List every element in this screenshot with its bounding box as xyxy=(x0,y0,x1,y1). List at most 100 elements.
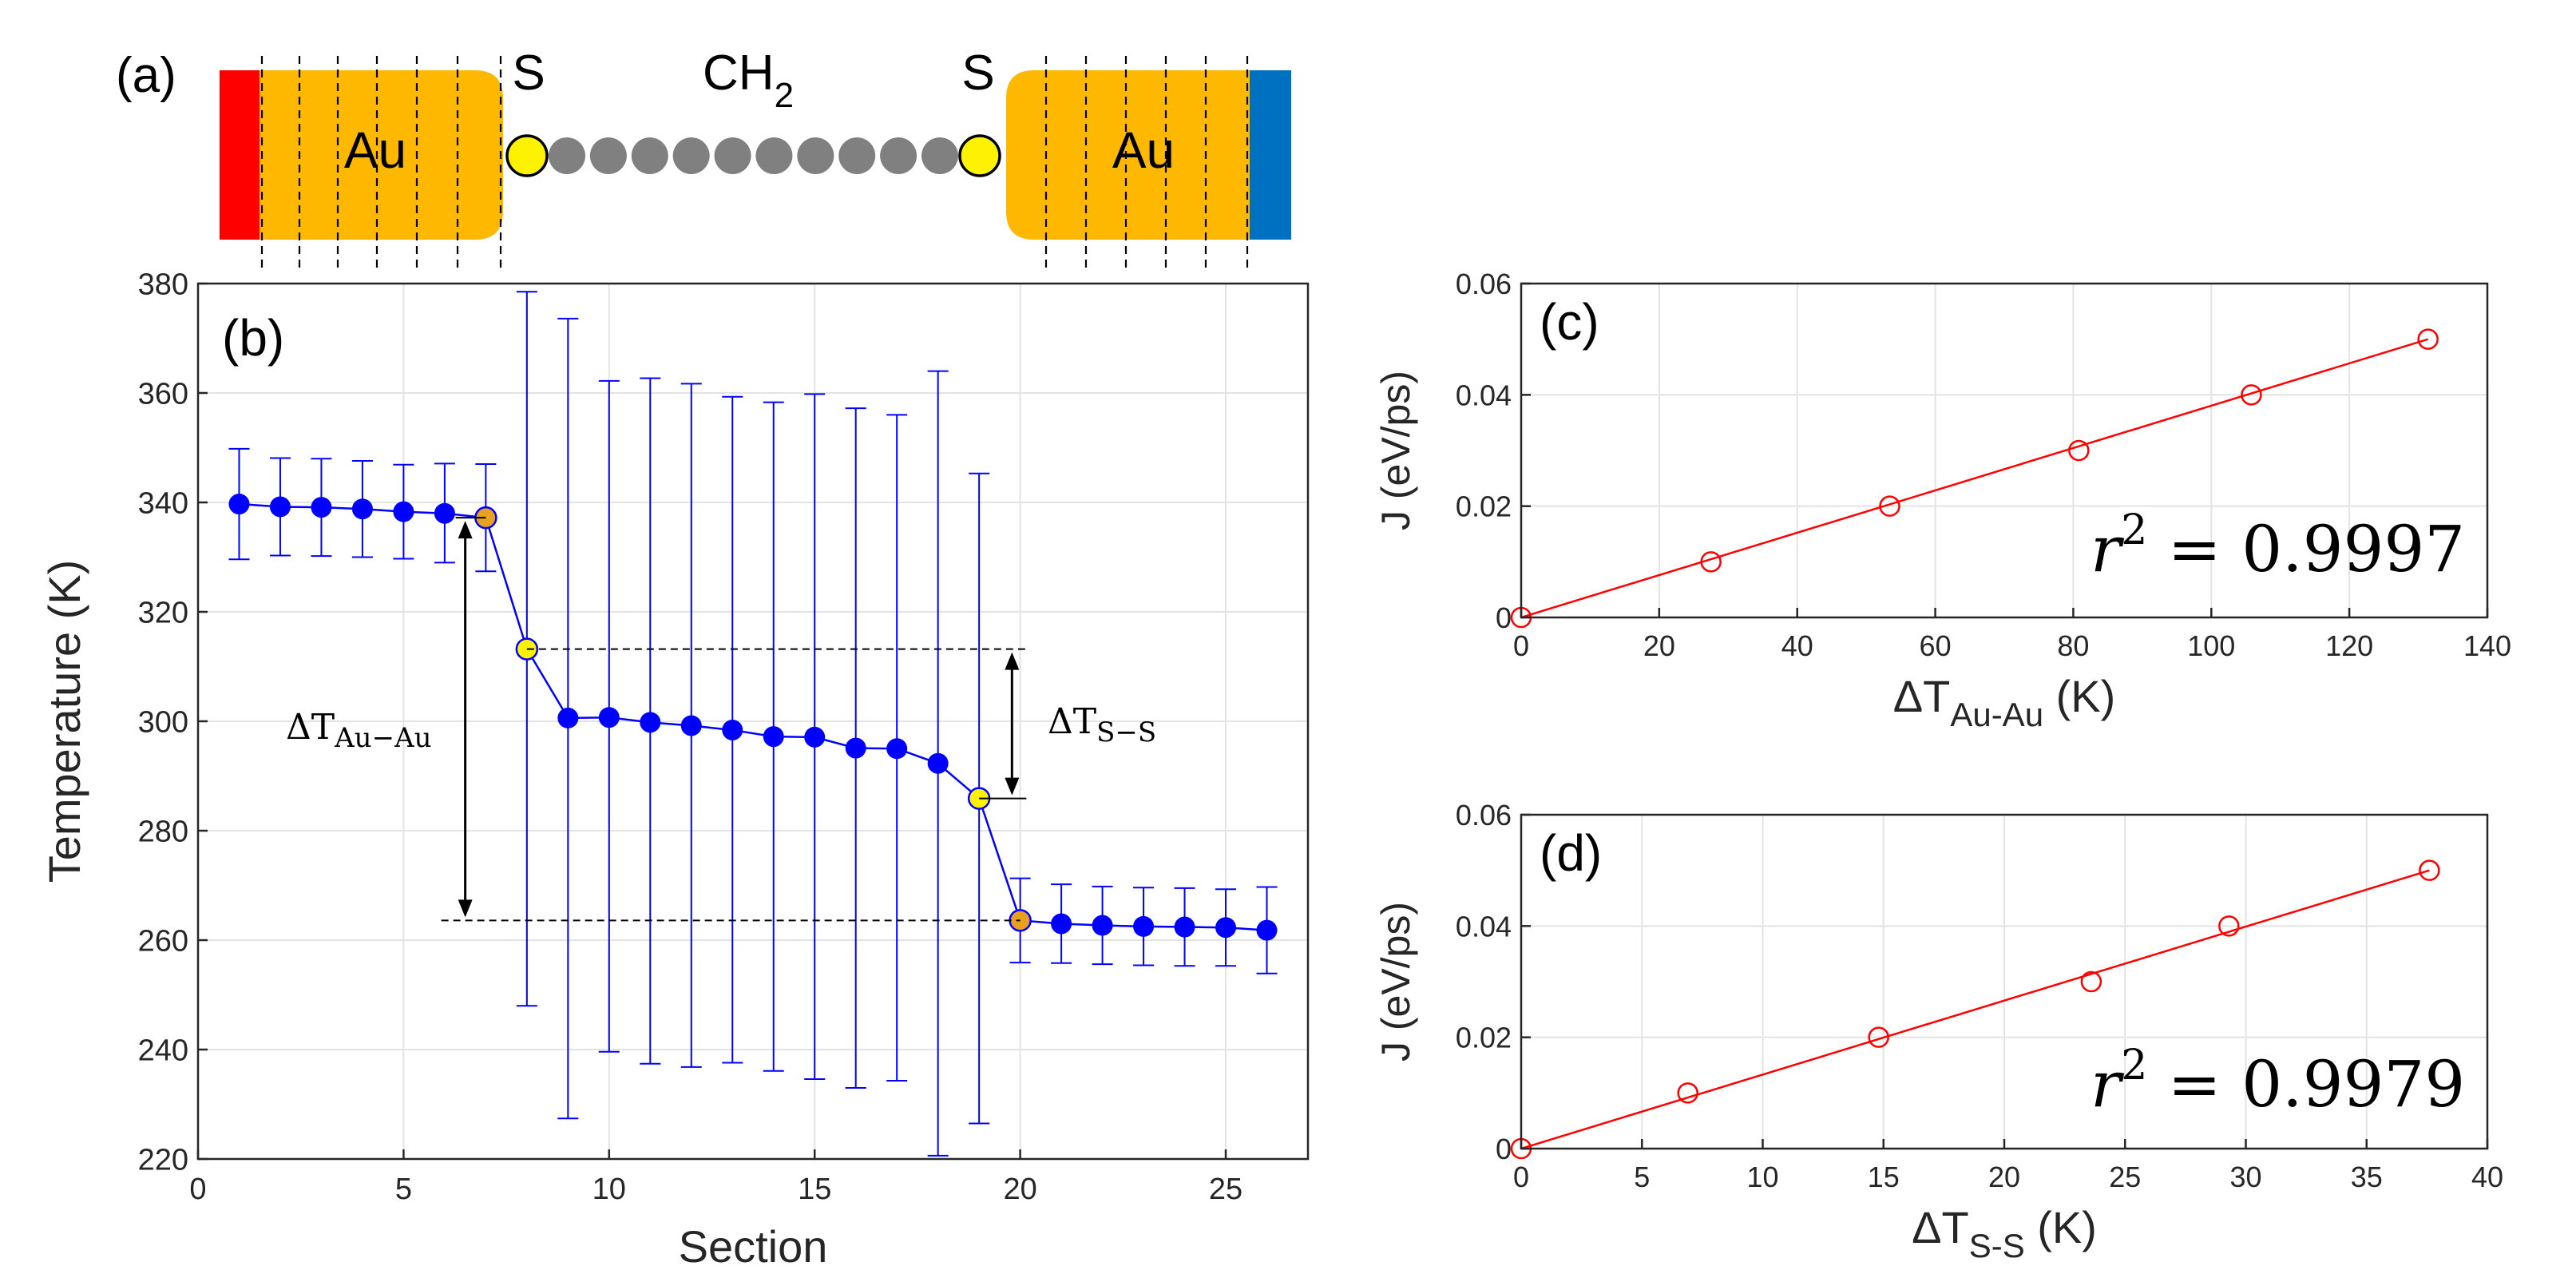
data-point xyxy=(763,726,784,748)
carbon-bead xyxy=(631,137,668,174)
carbon-bead xyxy=(672,137,710,174)
data-point xyxy=(804,726,826,748)
flux-vs-delta-t-au-chart: 0 20 40 60 80 100 120 140 0 0.02 0.04 0.06 ΔTAu-Au… xyxy=(1373,268,2511,733)
data-point xyxy=(1215,917,1237,939)
x-ticks: 0 5 10 15 20 25 30 35 40 xyxy=(1513,1139,2503,1193)
data-point xyxy=(2080,970,2102,993)
x-tick-label: 80 xyxy=(2057,629,2089,662)
carbon-bead xyxy=(921,137,958,174)
carbon-bead xyxy=(589,137,627,174)
y-axis-label: J (eV/ps) xyxy=(1373,371,1418,530)
r-squared-label: r2 = 0.9997 xyxy=(2091,506,2465,586)
y-tick-label: 360 xyxy=(138,378,188,411)
y-tick-label: 0.04 xyxy=(1456,910,1512,943)
data-point xyxy=(269,496,291,518)
x-tick-label: 30 xyxy=(2229,1161,2261,1193)
right-sulfur-label: S xyxy=(961,46,994,101)
data-point xyxy=(2218,915,2240,937)
x-tick-label: 0 xyxy=(189,1173,206,1206)
y-tick-label: 0.02 xyxy=(1456,1022,1512,1054)
right-sulfur-atom xyxy=(958,134,1001,177)
plot-frame xyxy=(1520,282,2489,619)
panel-label-a: (a) xyxy=(116,48,176,103)
data-points xyxy=(1510,859,2440,1160)
x-tick-label: 10 xyxy=(1746,1161,1778,1193)
carbon-bead xyxy=(755,137,793,174)
x-tick-label: 10 xyxy=(592,1173,626,1206)
y-tick-label: 240 xyxy=(138,1034,188,1068)
carbon-bead xyxy=(797,137,834,174)
y-axis-label: J (eV/ps) xyxy=(1373,902,1418,1062)
data-point xyxy=(722,719,743,740)
data-point xyxy=(1092,915,1113,936)
delta-t-s-arrow xyxy=(1005,652,1020,796)
left-sulfur-label: S xyxy=(512,46,545,101)
carbon-bead xyxy=(838,137,876,174)
data-point xyxy=(1256,919,1278,941)
y-tick-label: 320 xyxy=(138,597,188,630)
x-tick-label: 40 xyxy=(1781,629,1813,662)
carbon-bead xyxy=(549,137,585,174)
carbon-bead xyxy=(714,137,751,174)
panel-label-c: (c) xyxy=(1540,293,1599,351)
y-tick-label: 0.02 xyxy=(1456,490,1512,523)
data-point xyxy=(886,738,908,760)
y-ticks: 220 240 260 280 300 320 340 360 380 xyxy=(138,268,208,1177)
fit-line xyxy=(1520,338,2429,619)
left-gold-label: Au xyxy=(344,121,406,179)
x-tick-label: 20 xyxy=(1003,1173,1036,1206)
data-point xyxy=(640,712,661,733)
flux-vs-delta-t-s-chart: 0 5 10 15 20 25 30 35 40 0 0.02 0.04 0.06 ΔTS-S (K)… xyxy=(1373,799,2503,1264)
data-point xyxy=(393,501,414,522)
data-point xyxy=(2241,384,2262,406)
data-point xyxy=(2419,859,2440,881)
delta-t-au-label: ΔTAu−Au xyxy=(286,707,432,754)
y-tick-label: 0.04 xyxy=(1456,379,1512,411)
data-point xyxy=(1677,1082,1698,1104)
r-squared-label: r2 = 0.9979 xyxy=(2091,1042,2465,1121)
data-point xyxy=(680,715,702,736)
y-ticks: 0 0.02 0.04 0.06 xyxy=(1456,799,1531,1165)
y-tick-label: 0 xyxy=(1496,601,1512,634)
data-point xyxy=(1879,495,1900,517)
data-point xyxy=(1174,916,1195,938)
molecular-chain xyxy=(505,134,1001,177)
cold-bath-strip xyxy=(1250,70,1291,240)
y-ticks: 0 0.02 0.04 0.06 xyxy=(1456,268,1531,634)
y-tick-label: 380 xyxy=(138,268,188,302)
x-tick-label: 120 xyxy=(2325,629,2373,662)
data-point xyxy=(311,497,332,518)
data-point xyxy=(2417,328,2439,350)
data-point xyxy=(434,502,455,524)
left-sulfur-atom xyxy=(505,134,549,177)
delta-t-au-arrow xyxy=(458,521,473,918)
delta-t-s-label: ΔTS−S xyxy=(1048,701,1156,748)
x-axis-label: Section xyxy=(679,1221,828,1272)
x-tick-label: 25 xyxy=(1209,1173,1242,1206)
x-tick-label: 0 xyxy=(1513,629,1529,662)
data-point xyxy=(845,737,866,759)
x-tick-label: 25 xyxy=(2109,1161,2141,1193)
x-axis-label: ΔTS-S (K) xyxy=(1912,1202,2097,1264)
schematic-panel: (a) Au Au S S CH2 xyxy=(116,46,1291,268)
x-tick-label: 100 xyxy=(2187,629,2235,662)
x-axis-label: ΔTAu-Au (K) xyxy=(1893,671,2116,733)
chain-label: CH2 xyxy=(703,46,794,115)
y-tick-label: 0 xyxy=(1496,1133,1512,1165)
y-tick-label: 340 xyxy=(138,487,188,521)
x-tick-label: 15 xyxy=(1868,1161,1900,1193)
x-tick-label: 20 xyxy=(1643,629,1675,662)
panel-label-d: (d) xyxy=(1540,824,1602,882)
data-point xyxy=(1700,551,1722,573)
right-gold-block xyxy=(1006,70,1254,240)
y-tick-label: 280 xyxy=(138,816,188,849)
y-tick-label: 220 xyxy=(138,1144,188,1177)
x-tick-label: 40 xyxy=(2471,1161,2503,1193)
right-gold-label: Au xyxy=(1112,121,1175,179)
y-tick-label: 0.06 xyxy=(1456,799,1512,831)
data-point xyxy=(2068,439,2090,462)
data-point xyxy=(557,707,579,728)
y-tick-label: 300 xyxy=(138,706,188,740)
data-points xyxy=(228,494,1278,941)
